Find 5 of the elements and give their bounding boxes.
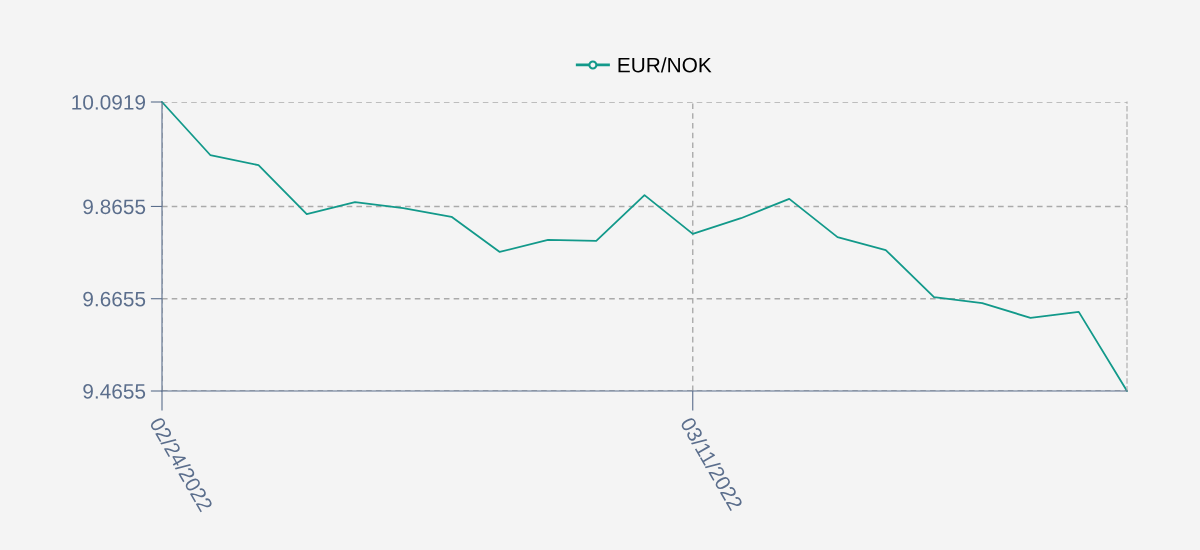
- y-tick-label: 9.6655: [83, 291, 146, 307]
- y-tick-label: 9.4655: [83, 384, 146, 399]
- y-tick-label: 10.0919: [72, 95, 146, 110]
- y-tick-label: 9.8655: [83, 199, 146, 215]
- legend-label: EUR/NOK: [618, 57, 712, 73]
